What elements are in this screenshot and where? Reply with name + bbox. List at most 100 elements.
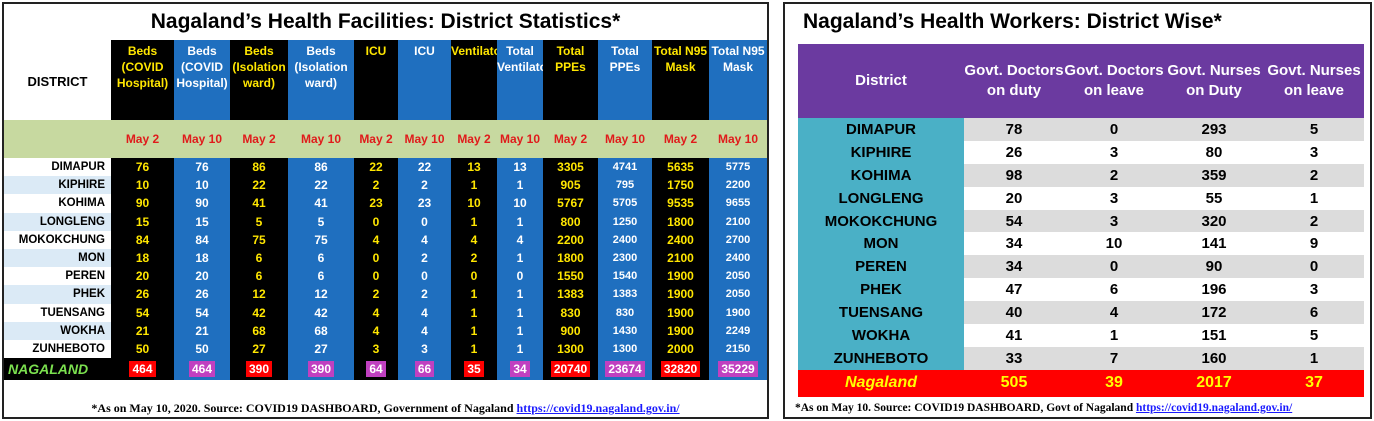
date-cell: May 10 <box>709 120 767 158</box>
value-cell: 4 <box>398 230 451 249</box>
value-cell: 4 <box>398 303 451 322</box>
district-name: LONGLENG <box>4 212 111 231</box>
value-cell: 27 <box>230 339 288 359</box>
value-cell: 795 <box>598 176 652 195</box>
date-cell: May 2 <box>451 120 497 158</box>
facilities-title: Nagaland’s Health Facilities: District S… <box>150 10 621 33</box>
value-cell: 2100 <box>709 212 767 231</box>
value-cell: 172 <box>1164 301 1264 325</box>
value-cell: 9655 <box>709 194 767 213</box>
value-cell: 2700 <box>709 230 767 249</box>
facilities-footnote-text: *As on May 10, 2020. Source: COVID19 DAS… <box>91 401 514 415</box>
value-cell: 34 <box>964 255 1064 279</box>
value-cell: 34 <box>964 232 1064 256</box>
value-cell: 12 <box>230 285 288 304</box>
value-cell: 2 <box>1064 163 1164 187</box>
facilities-source-link[interactable]: https://covid19.nagaland.gov.in/ <box>516 401 680 415</box>
district-name: KIPHIRE <box>4 176 111 195</box>
date-cell: May 10 <box>497 120 543 158</box>
value-cell: 1 <box>451 303 497 322</box>
value-cell: 84 <box>174 230 230 249</box>
district-name: WOKHA <box>4 321 111 340</box>
value-cell: 3 <box>398 339 451 359</box>
value-cell: 5 <box>1264 324 1364 347</box>
value-cell: 0 <box>354 267 398 286</box>
value-cell: 5 <box>288 212 354 231</box>
column-header: District <box>798 44 964 118</box>
value-cell: 7 <box>1064 346 1164 370</box>
total-row: NAGALAND 464 464 390 390 64 66 35 34 20740 23674 32… <box>4 358 767 381</box>
value-cell: 75 <box>230 230 288 249</box>
value-cell: 6 <box>1064 278 1164 302</box>
total-cell: 20740 <box>543 358 598 381</box>
value-cell: 2 <box>451 248 497 268</box>
value-cell: 3 <box>1064 186 1164 210</box>
value-cell: 2050 <box>709 267 767 286</box>
value-cell: 1 <box>451 212 497 231</box>
total-row: Nagaland 505 39 2017 37 <box>798 369 1364 397</box>
value-cell: 2 <box>398 248 451 268</box>
column-header: Beds (Isolation ward) <box>230 40 288 120</box>
district-name: PHEK <box>798 278 964 302</box>
value-cell: 1900 <box>652 321 709 340</box>
district-name: PEREN <box>798 255 964 279</box>
value-cell: 830 <box>543 303 598 322</box>
value-cell: 800 <box>543 212 598 231</box>
value-cell: 1 <box>451 339 497 359</box>
total-value-badge: 390 <box>307 361 335 378</box>
value-cell: 10 <box>451 194 497 213</box>
workers-footnote-text: *As on May 10. Source: COVID19 DASHBOARD… <box>795 402 1134 414</box>
value-cell: 830 <box>598 303 652 322</box>
value-cell: 1 <box>1264 186 1364 210</box>
value-cell: 2200 <box>709 176 767 195</box>
district-name: PEREN <box>4 267 111 286</box>
table-row: KOHIMA 90 90 41 41 23 23 10 10 5767 5705 9535 9655 <box>4 194 767 213</box>
column-header: ICU <box>354 40 398 120</box>
district-name: MON <box>4 248 111 268</box>
column-header: Govt. Nurses on Duty <box>1164 44 1264 118</box>
value-cell: 1800 <box>543 248 598 268</box>
district-column-header: DISTRICT <box>4 40 111 120</box>
total-cell: 64 <box>354 358 398 381</box>
date-cell: May 2 <box>111 120 174 158</box>
value-cell: 1 <box>451 321 497 340</box>
value-cell: 2400 <box>598 230 652 249</box>
table-row: KIPHIRE 10 10 22 22 2 2 1 1 905 795 1750 2200 <box>4 176 767 195</box>
value-cell: 1 <box>497 303 543 322</box>
value-cell: 1900 <box>652 303 709 322</box>
column-header: Govt. Doctors on leave <box>1064 44 1164 118</box>
value-cell: 1300 <box>598 339 652 359</box>
value-cell: 47 <box>964 278 1064 302</box>
workers-source-link[interactable]: https://covid19.nagaland.gov.in/ <box>1135 402 1293 414</box>
value-cell: 18 <box>174 248 230 268</box>
value-cell: 20 <box>964 186 1064 210</box>
value-cell: 1383 <box>598 285 652 304</box>
table-row: DIMAPUR 78 0 293 5 <box>798 118 1364 141</box>
value-cell: 84 <box>111 230 174 249</box>
value-cell: 2 <box>1264 163 1364 187</box>
value-cell: 54 <box>964 209 1064 233</box>
table-row: DIMAPUR 76 76 86 86 22 22 13 13 3305 4741 5635 5775 <box>4 158 767 177</box>
value-cell: 13 <box>497 158 543 177</box>
value-cell: 41 <box>230 194 288 213</box>
value-cell: 0 <box>1264 255 1364 279</box>
value-cell: 1 <box>497 248 543 268</box>
value-cell: 26 <box>964 140 1064 164</box>
value-cell: 2 <box>398 285 451 304</box>
value-cell: 5 <box>230 212 288 231</box>
date-cell: May 10 <box>398 120 451 158</box>
value-cell: 1 <box>1064 324 1164 347</box>
value-cell: 3305 <box>543 158 598 177</box>
value-cell: 6 <box>230 267 288 286</box>
facilities-header-row: DISTRICT Beds (COVID Hospital) Beds (COVID… <box>4 40 767 120</box>
district-name: MOKOKCHUNG <box>4 230 111 249</box>
total-label: Nagaland <box>798 369 964 397</box>
value-cell: 4 <box>354 303 398 322</box>
value-cell: 1250 <box>598 212 652 231</box>
value-cell: 90 <box>1164 255 1264 279</box>
value-cell: 1 <box>451 285 497 304</box>
value-cell: 2400 <box>709 248 767 268</box>
total-value-badge: 32820 <box>660 361 701 378</box>
table-row: PHEK 26 26 12 12 2 2 1 1 1383 1383 1900 2050 <box>4 285 767 304</box>
value-cell: 1383 <box>543 285 598 304</box>
